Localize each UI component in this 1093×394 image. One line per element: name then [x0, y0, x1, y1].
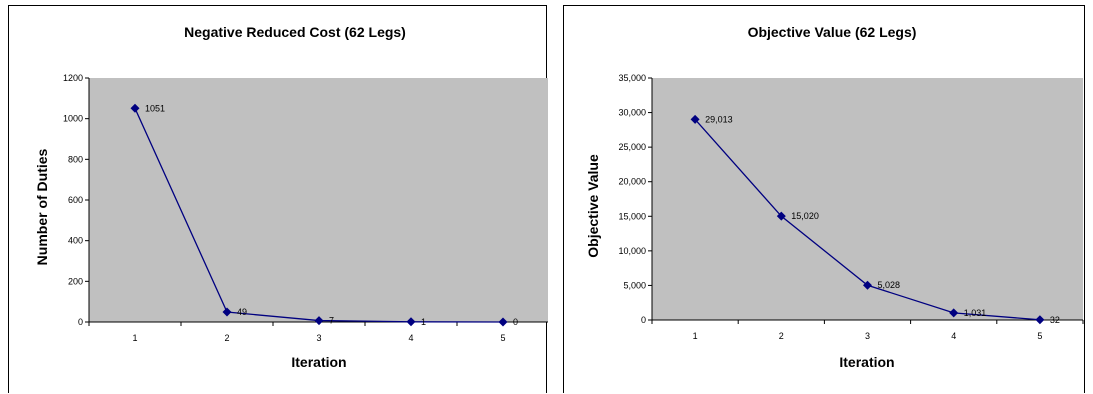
chart-negative-reduced-cost: Negative Reduced Cost (62 Legs) 0 200 400 6… — [34, 24, 548, 370]
data-point — [406, 317, 416, 327]
y-ticks: 0 200 400 600 800 1000 1200 — [63, 73, 89, 327]
data-label: 5,028 — [878, 280, 901, 290]
data-points — [130, 103, 508, 327]
y-ticks: 0 5,000 10,000 15,000 20,000 25,000 30,000 35,0… — [618, 73, 652, 325]
data-point — [498, 317, 508, 327]
y-tick-label: 800 — [68, 154, 83, 164]
data-label: 1051 — [145, 103, 165, 113]
data-point — [949, 308, 959, 318]
y-tick-label: 5,000 — [623, 280, 646, 290]
chart-title: Objective Value (62 Legs) — [748, 24, 917, 40]
y-tick-label: 30,000 — [618, 108, 646, 118]
chart-panel-negative-reduced-cost: Negative Reduced Cost (62 Legs) 0 200 400 6… — [8, 5, 548, 393]
data-point — [863, 280, 872, 290]
x-tick-label: 5 — [1037, 331, 1042, 341]
data-label: 1 — [421, 317, 426, 327]
chart-objective-value: Objective Value (62 Legs) 05,00010,00015… — [585, 24, 1084, 370]
x-ticks: 1 2 3 4 5 — [88, 322, 506, 343]
y-tick-label: 20,000 — [618, 177, 646, 187]
data-label: 49 — [237, 307, 247, 317]
plot-area — [652, 78, 1083, 320]
x-tick-label: 1 — [132, 333, 137, 343]
data-point — [1035, 315, 1045, 325]
y-tick-label: 1000 — [63, 114, 83, 124]
data-point — [130, 103, 140, 113]
y-tick-label: 600 — [68, 195, 83, 205]
x-tick-label: 3 — [865, 331, 870, 341]
data-points — [690, 114, 1045, 325]
y-tick-label: 10,000 — [618, 246, 646, 256]
y-axis-title: Objective Value — [585, 154, 601, 258]
data-label: 7 — [329, 316, 334, 326]
x-axis-title: Iteration — [291, 354, 346, 370]
data-label: 32 — [1050, 315, 1060, 325]
chart-panel-objective-value: Objective Value (62 Legs) 0 5,000 10,000 15… — [563, 5, 1085, 393]
y-axis-title: Number of Duties — [34, 148, 50, 265]
y-tick-label: 15,000 — [618, 211, 646, 221]
x-ticks: 1 2 3 4 5 — [651, 320, 1084, 341]
x-tick-label: 4 — [951, 331, 956, 341]
data-labels: 1051 49 7 1 0 — [145, 103, 518, 327]
data-point — [314, 316, 324, 326]
y-tick-label: 200 — [68, 276, 83, 286]
chart-title: Negative Reduced Cost (62 Legs) — [184, 24, 406, 40]
data-label: 15,020 — [791, 211, 819, 221]
y-tick-label: 35,000 — [618, 73, 646, 83]
data-point — [222, 307, 232, 317]
y-tick-label: 400 — [68, 236, 83, 246]
data-point — [776, 211, 786, 221]
x-tick-label: 2 — [224, 333, 229, 343]
x-tick-label: 5 — [500, 333, 505, 343]
x-tick-label: 1 — [693, 331, 698, 341]
x-tick-label: 2 — [779, 331, 784, 341]
y-tick-label: 25,000 — [618, 142, 646, 152]
data-point — [690, 114, 700, 124]
plot-area — [89, 78, 548, 322]
data-label: 1,031 — [964, 308, 987, 318]
x-tick-label: 3 — [316, 333, 321, 343]
data-labels: 29,013 15,020 5,028 1,031 32 — [705, 114, 1060, 324]
y-tick-label: 0 — [641, 315, 646, 325]
y-tick-label: 0 — [78, 317, 83, 327]
data-label: 0 — [513, 317, 518, 327]
data-label: 29,013 — [705, 114, 733, 124]
x-axis-title: Iteration — [839, 354, 894, 370]
x-tick-label: 4 — [408, 333, 413, 343]
y-tick-label: 1200 — [63, 73, 83, 83]
